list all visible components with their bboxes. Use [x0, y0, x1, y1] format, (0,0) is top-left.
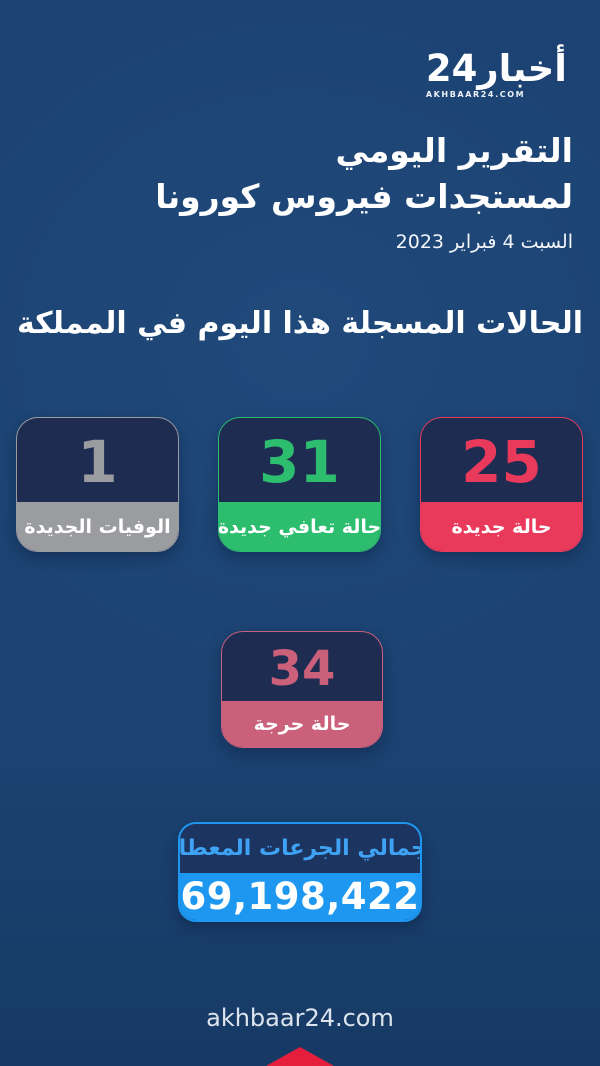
section-heading: الحالات المسجلة هذا اليوم في المملكة	[16, 306, 584, 341]
report-title-line1: التقرير اليومي	[335, 131, 573, 170]
new-cases-value: 25	[461, 428, 542, 496]
akhbaar24-logo: أخبار24 AKHBAAR24.COM	[425, 47, 568, 99]
report-title-block: التقرير اليومي لمستجدات فيروس كورونا الس…	[155, 128, 573, 253]
report-title-line2: لمستجدات فيروس كورونا	[155, 176, 573, 216]
stat-card-recoveries: 31 حالة تعافي جديدة	[218, 417, 381, 552]
recoveries-value: 31	[259, 428, 340, 496]
total-doses-label: إجمالي الجرعات المعطاة	[178, 836, 422, 861]
total-doses-value: 69,198,422	[180, 873, 420, 920]
akhbaar24-logo-text: أخبار24	[425, 47, 568, 90]
recoveries-label: حالة تعافي جديدة	[219, 502, 380, 551]
critical-value: 34	[268, 640, 336, 697]
critical-label: حالة حرجة	[222, 701, 382, 747]
report-date: السبت 4 فبراير 2023	[395, 231, 573, 254]
stat-card-new-cases: 25 حالة جديدة	[420, 417, 583, 552]
red-diamond-icon	[266, 1047, 334, 1066]
stat-card-critical: 34 حالة حرجة	[221, 631, 383, 748]
deaths-value: 1	[77, 428, 118, 496]
akhbaar24-logo-url: AKHBAAR24.COM	[425, 90, 526, 99]
deaths-label: الوفيات الجديدة	[17, 502, 178, 551]
stat-card-deaths: 1 الوفيات الجديدة	[16, 417, 179, 552]
footer-site-url: akhbaar24.com	[206, 1004, 394, 1032]
stat-cards-row: 25 حالة جديدة 31 حالة تعافي جديدة 1 الوف…	[16, 417, 583, 552]
new-cases-label: حالة جديدة	[421, 502, 582, 551]
total-doses-card: إجمالي الجرعات المعطاة 69,198,422	[178, 822, 422, 922]
